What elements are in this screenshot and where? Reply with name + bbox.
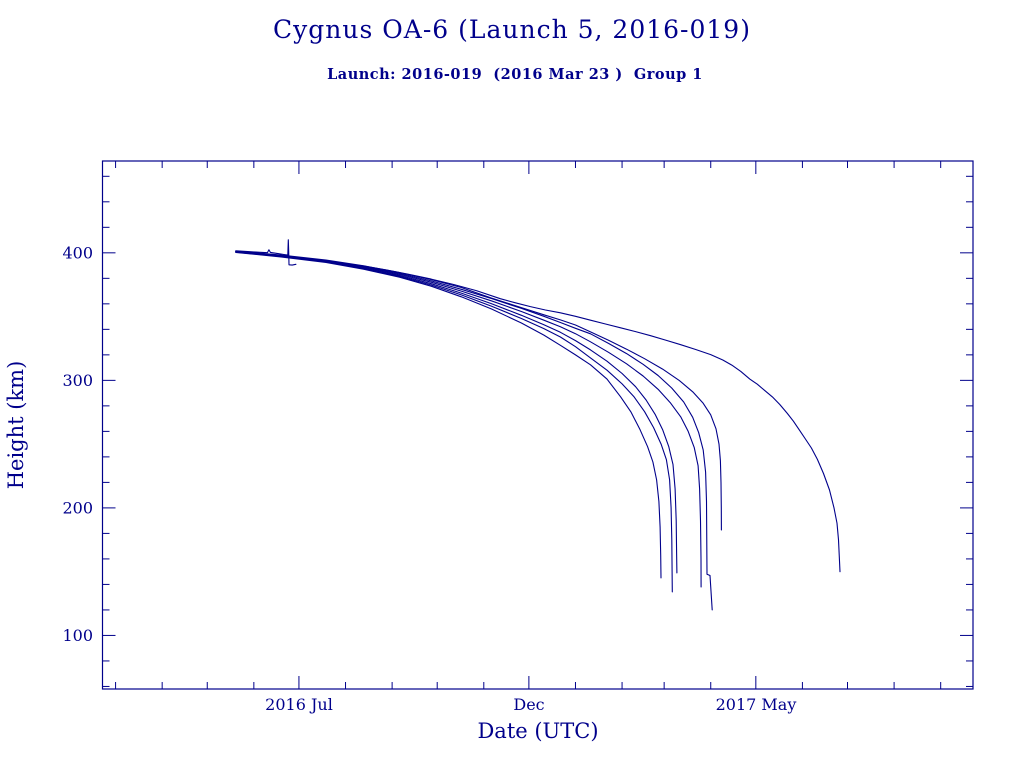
y-axis-label: Height (km) (4, 361, 28, 490)
chart-subtitle: Launch: 2016-019 (2016 Mar 23 ) Group 1 (327, 66, 703, 83)
y-tick-label-400: 400 (62, 244, 93, 263)
chart-title: Cygnus OA-6 (Launch 5, 2016-019) (273, 15, 751, 44)
plot-frame (101, 160, 974, 690)
decay-curve-cygnus-oa6-early-deorbit (235, 239, 297, 266)
y-tick-label-100: 100 (62, 626, 93, 645)
y-tick-label-300: 300 (62, 371, 93, 390)
x-tick-label-dec: Dec (513, 695, 544, 714)
plot-area (101, 160, 974, 690)
decay-curve-object-decay-5 (235, 250, 713, 611)
decay-curve-object-decay-7-slowest (235, 251, 841, 573)
decay-curve-object-decay-1-fastest (235, 251, 662, 579)
decay-curve-object-decay-2 (235, 251, 673, 593)
x-axis-label: Date (UTC) (477, 719, 598, 743)
y-tick-label-200: 200 (62, 499, 93, 518)
x-tick-label-2016-jul: 2016 Jul (265, 695, 333, 714)
decay-curve-object-decay-4 (235, 251, 702, 588)
x-tick-label-2017-may: 2017 May (716, 695, 797, 714)
decay-curve-object-decay-6 (235, 250, 722, 531)
decay-curve-object-decay-3 (235, 251, 678, 574)
